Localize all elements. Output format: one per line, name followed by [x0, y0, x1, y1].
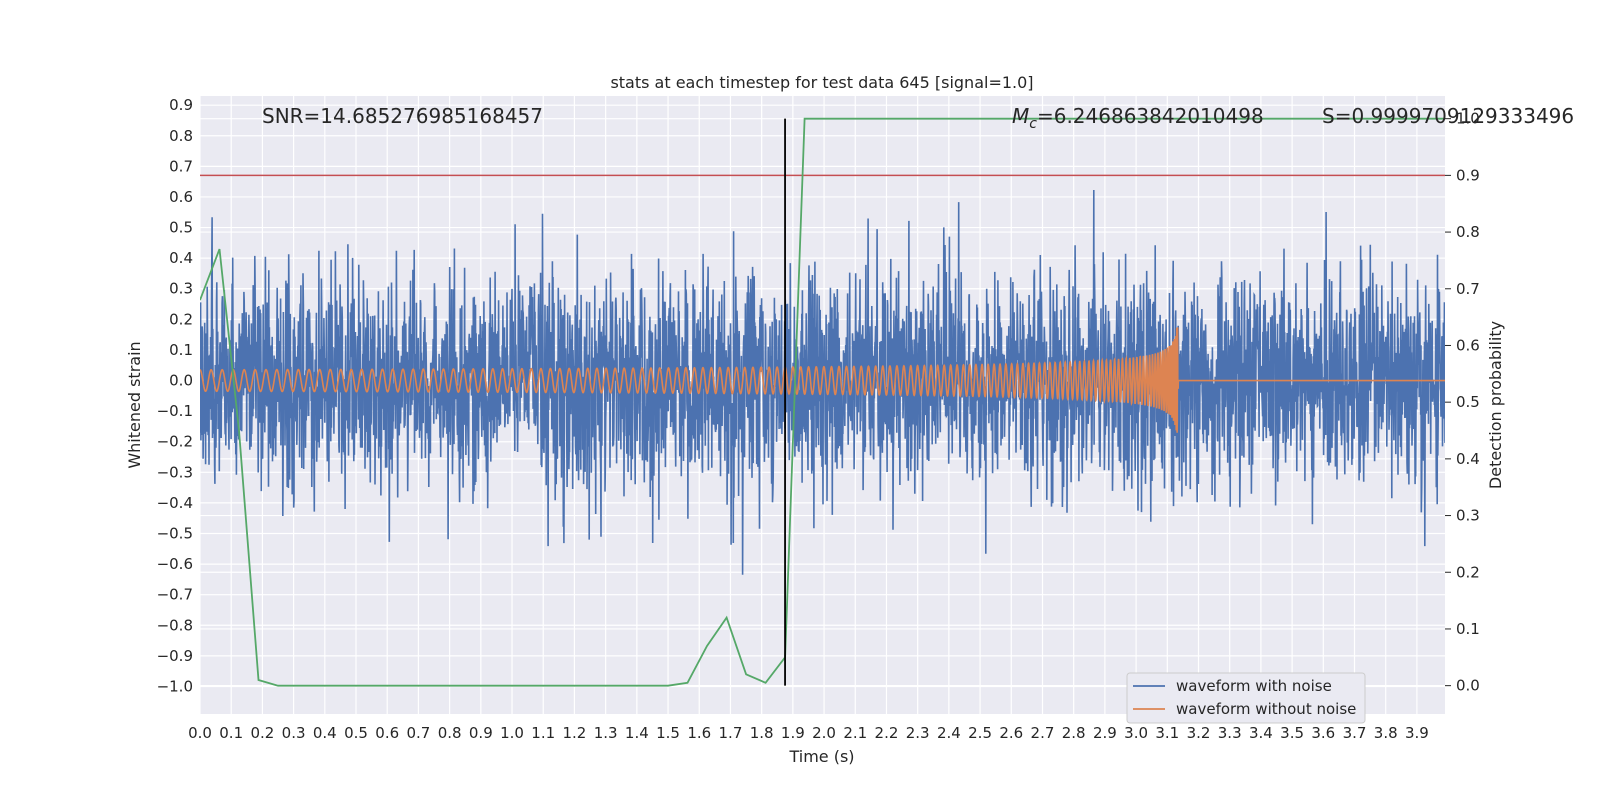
y-left-tick-label: 0.7	[169, 157, 193, 175]
x-tick-label: 3.7	[1343, 724, 1367, 742]
y-left-tick-label: −0.6	[157, 555, 193, 573]
y-left-tick-label: −0.9	[157, 647, 193, 665]
x-tick-label: 1.9	[781, 724, 805, 742]
mc-subscript: c	[1029, 116, 1037, 132]
snr-annotation: SNR=14.685276985168457	[262, 104, 543, 128]
y-right-tick-label: 0.4	[1456, 450, 1480, 468]
x-tick-label: 0.4	[313, 724, 337, 742]
y-right-tick-label: 0.2	[1456, 563, 1480, 581]
y-left-tick-label: −0.3	[157, 463, 193, 481]
x-tick-label: 0.0	[188, 724, 212, 742]
legend-label-without-noise: waveform without noise	[1176, 700, 1356, 718]
x-tick-label: 0.6	[375, 724, 399, 742]
x-tick-label: 1.7	[719, 724, 743, 742]
y-left-tick-label: −0.1	[157, 402, 193, 420]
y-right-tick-label: 1.0	[1456, 110, 1480, 128]
y-left-tick-label: 0.3	[169, 280, 193, 298]
x-tick-label: 0.3	[282, 724, 306, 742]
legend-label-with-noise: waveform with noise	[1176, 677, 1332, 695]
legend: waveform with noise waveform without noi…	[1126, 672, 1366, 724]
x-axis-label: Time (s)	[788, 747, 854, 766]
y-left-tick-label: −0.5	[157, 524, 193, 542]
y-right-tick-label: 0.0	[1456, 677, 1480, 695]
x-tick-label: 2.6	[999, 724, 1023, 742]
x-tick-label: 1.3	[594, 724, 618, 742]
x-tick-label: 3.4	[1249, 724, 1273, 742]
y-right-axis-label: Detection probability	[1486, 321, 1505, 489]
y-right-tick-label: 0.1	[1456, 620, 1480, 638]
y-left-tick-label: −0.7	[157, 586, 193, 604]
y-left-tick-label: −0.8	[157, 616, 193, 634]
legend-box	[1126, 672, 1366, 724]
x-tick-label: 2.1	[843, 724, 867, 742]
y-left-tick-label: 0.9	[169, 96, 193, 114]
y-left-tick-labels: 0.9 0.8 0.7 0.6 0.5 0.4 0.3 0.2 0.1 0.0 −0.1 −0.2 −0…	[157, 96, 193, 695]
y-right-tick-labels: 1.0 0.9 0.8 0.7 0.6 0.5 0.4 0.3 0.2 0.1 0.0	[1445, 110, 1480, 695]
x-tick-label: 2.4	[937, 724, 961, 742]
x-tick-label: 2.5	[968, 724, 992, 742]
series-detection-probability	[200, 117, 1445, 687]
x-tick-label: 3.3	[1218, 724, 1242, 742]
x-tick-label: 1.0	[500, 724, 524, 742]
x-tick-label: 0.2	[250, 724, 274, 742]
chart-title: stats at each timestep for test data 645…	[610, 73, 1033, 92]
x-tick-label: 2.9	[1093, 724, 1117, 742]
x-tick-label: 3.6	[1311, 724, 1335, 742]
x-tick-label: 1.6	[687, 724, 711, 742]
y-right-tick-label: 0.5	[1456, 393, 1480, 411]
x-tick-label: 3.5	[1280, 724, 1304, 742]
y-right-tick-label: 0.3	[1456, 507, 1480, 525]
y-right-tick-label: 0.9	[1456, 166, 1480, 184]
mc-value: =6.246863842010498	[1037, 104, 1264, 128]
series-waveform-without-noise	[200, 327, 1445, 433]
x-tick-label: 0.1	[219, 724, 243, 742]
x-tick-label: 0.5	[344, 724, 368, 742]
x-tick-label: 2.8	[1062, 724, 1086, 742]
x-tick-label: 2.0	[812, 724, 836, 742]
x-tick-label: 3.8	[1374, 724, 1398, 742]
y-left-tick-label: 0.5	[169, 219, 193, 237]
x-tick-label: 1.4	[625, 724, 649, 742]
y-right-tick-label: 0.6	[1456, 336, 1480, 354]
y-right-tick-label: 0.8	[1456, 223, 1480, 241]
y-left-tick-label: 0.6	[169, 188, 193, 206]
y-left-axis-label: Whitened strain	[125, 341, 144, 468]
y-right-tick-label: 0.7	[1456, 280, 1480, 298]
y-left-tick-label: 0.1	[169, 341, 193, 359]
x-tick-label: 1.2	[563, 724, 587, 742]
y-left-tick-label: 0.2	[169, 310, 193, 328]
x-tick-labels: 0.0 0.1 0.2 0.3 0.4 0.5 0.6 0.7 0.8 0.9 1.0 1.1 1.2 1…	[188, 724, 1429, 742]
y-left-tick-label: −1.0	[157, 677, 193, 695]
x-tick-label: 3.9	[1405, 724, 1429, 742]
x-tick-label: 3.1	[1155, 724, 1179, 742]
x-tick-label: 2.2	[875, 724, 899, 742]
x-tick-label: 3.2	[1187, 724, 1211, 742]
x-tick-label: 1.8	[750, 724, 774, 742]
x-tick-label: 2.7	[1031, 724, 1055, 742]
y-left-tick-label: −0.4	[157, 494, 193, 512]
x-tick-label: 0.9	[469, 724, 493, 742]
y-left-tick-label: −0.2	[157, 433, 193, 451]
x-tick-label: 0.7	[406, 724, 430, 742]
x-tick-label: 0.8	[438, 724, 462, 742]
chirp-mass-annotation: Mc=6.246863842010498	[1012, 104, 1264, 132]
x-tick-label: 1.5	[656, 724, 680, 742]
x-tick-label: 1.1	[531, 724, 555, 742]
x-tick-label: 2.3	[906, 724, 930, 742]
s-annotation: S=0.9999709129333496	[1322, 104, 1574, 128]
y-left-tick-label: 0.0	[169, 372, 193, 390]
mc-symbol: M	[1012, 104, 1029, 128]
y-left-tick-label: 0.8	[169, 127, 193, 145]
x-tick-label: 3.0	[1124, 724, 1148, 742]
y-left-tick-label: 0.4	[169, 249, 193, 267]
